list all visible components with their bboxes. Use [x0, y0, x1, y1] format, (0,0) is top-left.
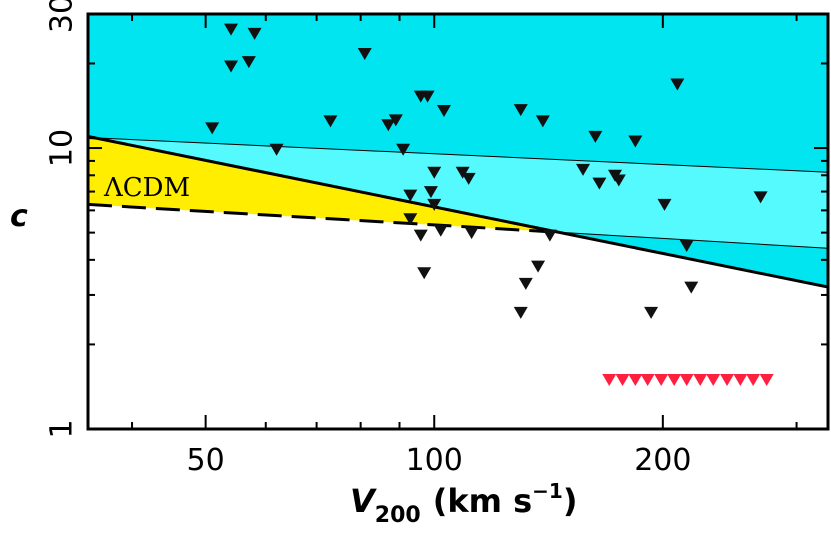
red-data-point — [615, 374, 630, 387]
x-tick-label: 100 — [406, 443, 463, 478]
data-point — [531, 260, 546, 273]
data-point — [455, 166, 470, 179]
data-point — [381, 119, 396, 132]
red-data-point — [628, 374, 643, 387]
data-point — [323, 115, 338, 128]
red-data-point — [720, 374, 735, 387]
data-point — [241, 56, 256, 69]
data-point — [427, 166, 442, 179]
data-point — [433, 224, 448, 237]
data-point — [420, 90, 435, 103]
x-axis-title: V200 (km s−1) — [350, 479, 577, 528]
data-point — [357, 48, 372, 61]
data-point — [518, 277, 533, 290]
data-point — [413, 229, 428, 242]
data-point — [670, 78, 685, 91]
x-axis-title-main: V — [350, 482, 377, 520]
x-axis-title-close: ) — [563, 482, 578, 520]
red-data-point — [746, 374, 761, 387]
data-point — [403, 189, 418, 202]
y-tick-label: 1 — [45, 419, 80, 438]
y-tick-label: 30 — [45, 0, 80, 33]
x-tick-label: 50 — [187, 443, 225, 478]
dashed-line-lower — [88, 202, 560, 234]
data-point — [679, 239, 694, 252]
data-point — [753, 191, 768, 204]
data-point — [417, 267, 432, 280]
data-point — [611, 174, 626, 187]
red-data-point — [667, 374, 682, 387]
tick-labels: 50 100 200 1 10 30 — [45, 0, 692, 478]
data-point — [513, 306, 528, 319]
thin-line-upper — [95, 137, 828, 173]
red-data-point — [640, 374, 655, 387]
data-point — [513, 104, 528, 117]
markers — [205, 23, 774, 387]
data-point — [684, 281, 699, 294]
data-point — [224, 60, 239, 73]
data-point — [535, 115, 550, 128]
y-axis-title: c — [10, 199, 28, 234]
data-point — [436, 105, 451, 118]
data-point — [576, 163, 591, 176]
data-point — [588, 130, 603, 143]
data-point — [247, 27, 262, 40]
data-point — [205, 122, 220, 135]
data-point — [628, 135, 643, 148]
x-tick-label: 200 — [634, 443, 691, 478]
data-point — [644, 306, 659, 319]
data-point — [403, 213, 418, 226]
red-data-point — [602, 374, 617, 387]
data-point — [396, 143, 411, 156]
x-axis-title-exp: −1 — [532, 479, 563, 503]
y-tick-label: 10 — [45, 129, 80, 167]
x-axis-title-units: (km s — [433, 482, 532, 520]
red-data-point — [679, 374, 694, 387]
red-data-point — [654, 374, 669, 387]
red-data-point — [733, 374, 748, 387]
red-data-point — [693, 374, 708, 387]
data-point — [269, 143, 284, 156]
data-point — [423, 186, 438, 199]
data-point — [224, 23, 239, 36]
data-point — [464, 227, 479, 240]
band-region — [95, 137, 828, 249]
data-point — [657, 198, 672, 211]
data-point — [461, 172, 476, 185]
solid-line — [88, 134, 828, 289]
plot-frame — [86, 12, 830, 431]
x-axis-title-sub: 200 — [375, 503, 421, 528]
lcdm-label: ΛCDM — [103, 173, 190, 203]
data-point — [542, 229, 557, 242]
data-point — [592, 177, 607, 190]
red-data-point — [706, 374, 721, 387]
data-point — [427, 198, 442, 211]
red-data-point — [759, 374, 774, 387]
data-point — [388, 114, 403, 127]
